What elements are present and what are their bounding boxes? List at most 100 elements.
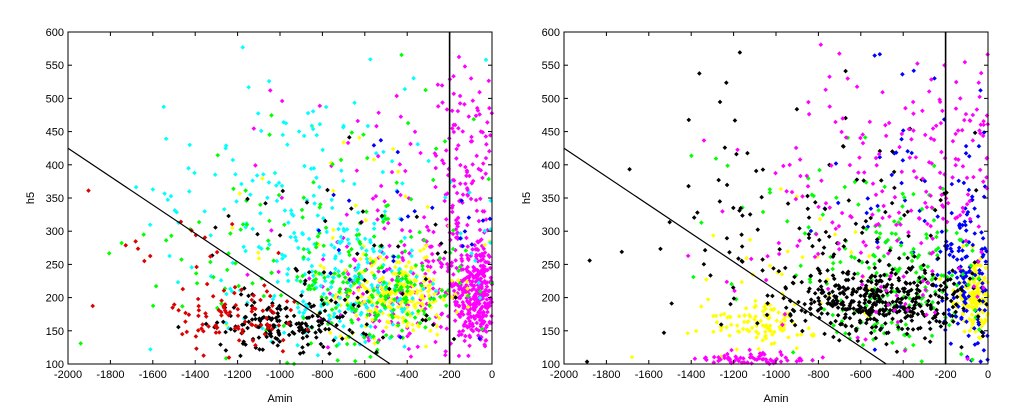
data-point (906, 266, 912, 271)
data-point (981, 252, 986, 258)
data-point (724, 182, 730, 188)
data-point (267, 242, 272, 247)
data-point (752, 316, 757, 322)
data-point (345, 237, 351, 242)
data-point (275, 306, 280, 311)
data-point (797, 157, 803, 162)
data-point (930, 250, 936, 255)
data-point (940, 298, 945, 304)
data-point (389, 268, 394, 274)
data-point (472, 316, 478, 322)
data-point (836, 241, 841, 246)
data-point (781, 163, 786, 169)
y-tick-label: 250 (542, 259, 560, 271)
data-point (475, 108, 481, 113)
data-point (221, 206, 227, 212)
data-point (465, 304, 471, 310)
data-point (468, 271, 474, 277)
data-point (853, 229, 858, 235)
data-point (878, 178, 884, 183)
data-point (456, 143, 461, 148)
data-point (394, 289, 399, 295)
data-point (476, 218, 482, 224)
data-point (305, 327, 311, 332)
data-point (897, 266, 902, 271)
data-point (294, 321, 299, 327)
data-point (980, 236, 986, 241)
data-point (381, 251, 387, 257)
data-point (470, 321, 475, 327)
data-point (902, 348, 908, 354)
data-point (959, 256, 965, 262)
data-point (909, 287, 914, 293)
data-point (336, 239, 341, 245)
data-point (269, 228, 274, 233)
data-point (258, 128, 264, 134)
data-point (798, 173, 803, 179)
data-point (689, 153, 694, 159)
data-point (981, 194, 987, 200)
data-point (983, 317, 988, 322)
data-point (214, 249, 220, 255)
data-point (831, 252, 837, 257)
data-point (731, 296, 737, 301)
data-point (977, 128, 982, 133)
data-point (455, 108, 461, 114)
data-point (667, 219, 672, 225)
data-point (367, 256, 373, 261)
data-point (619, 249, 625, 255)
data-point (971, 284, 977, 289)
data-point (476, 309, 482, 315)
data-point (833, 161, 839, 166)
data-point (362, 268, 368, 273)
data-point (368, 324, 373, 329)
data-point (274, 198, 280, 204)
data-point (211, 274, 216, 280)
data-point (829, 302, 834, 308)
data-point (263, 201, 268, 206)
data-point (311, 303, 317, 309)
data-point (864, 210, 869, 216)
data-point (905, 292, 911, 297)
data-point (459, 258, 465, 264)
data-point (776, 240, 782, 246)
data-point (874, 278, 879, 284)
data-point (886, 120, 892, 126)
data-point (203, 314, 209, 319)
data-point (763, 333, 768, 339)
data-point (319, 294, 324, 300)
left-panel: -2000 -1800 -1600 -1400 -1200 -1000 -800 -600 -4… (25, 27, 495, 405)
data-point (716, 177, 721, 183)
data-point (375, 339, 381, 345)
data-point (423, 344, 429, 349)
data-point (349, 206, 354, 211)
data-point (881, 309, 887, 314)
data-point (967, 276, 973, 281)
data-point (315, 234, 321, 239)
data-point (372, 310, 378, 316)
data-point (291, 331, 297, 336)
data-point (748, 352, 754, 357)
data-point (404, 297, 410, 303)
data-point (912, 305, 917, 311)
data-point (199, 326, 204, 331)
data-point (453, 227, 459, 232)
data-point (341, 235, 346, 241)
data-point (960, 205, 966, 211)
data-point (352, 277, 357, 283)
data-point (790, 280, 796, 286)
data-point (329, 205, 335, 211)
data-point (708, 273, 713, 278)
data-point (726, 355, 731, 360)
data-point (486, 176, 492, 182)
data-point (274, 183, 279, 188)
data-point (470, 273, 475, 278)
data-point (724, 325, 729, 330)
data-point (960, 239, 966, 244)
data-point (949, 273, 955, 278)
data-point (168, 193, 174, 199)
data-point (238, 227, 243, 232)
data-point (963, 273, 969, 279)
data-point (424, 313, 429, 318)
data-point (382, 257, 387, 262)
